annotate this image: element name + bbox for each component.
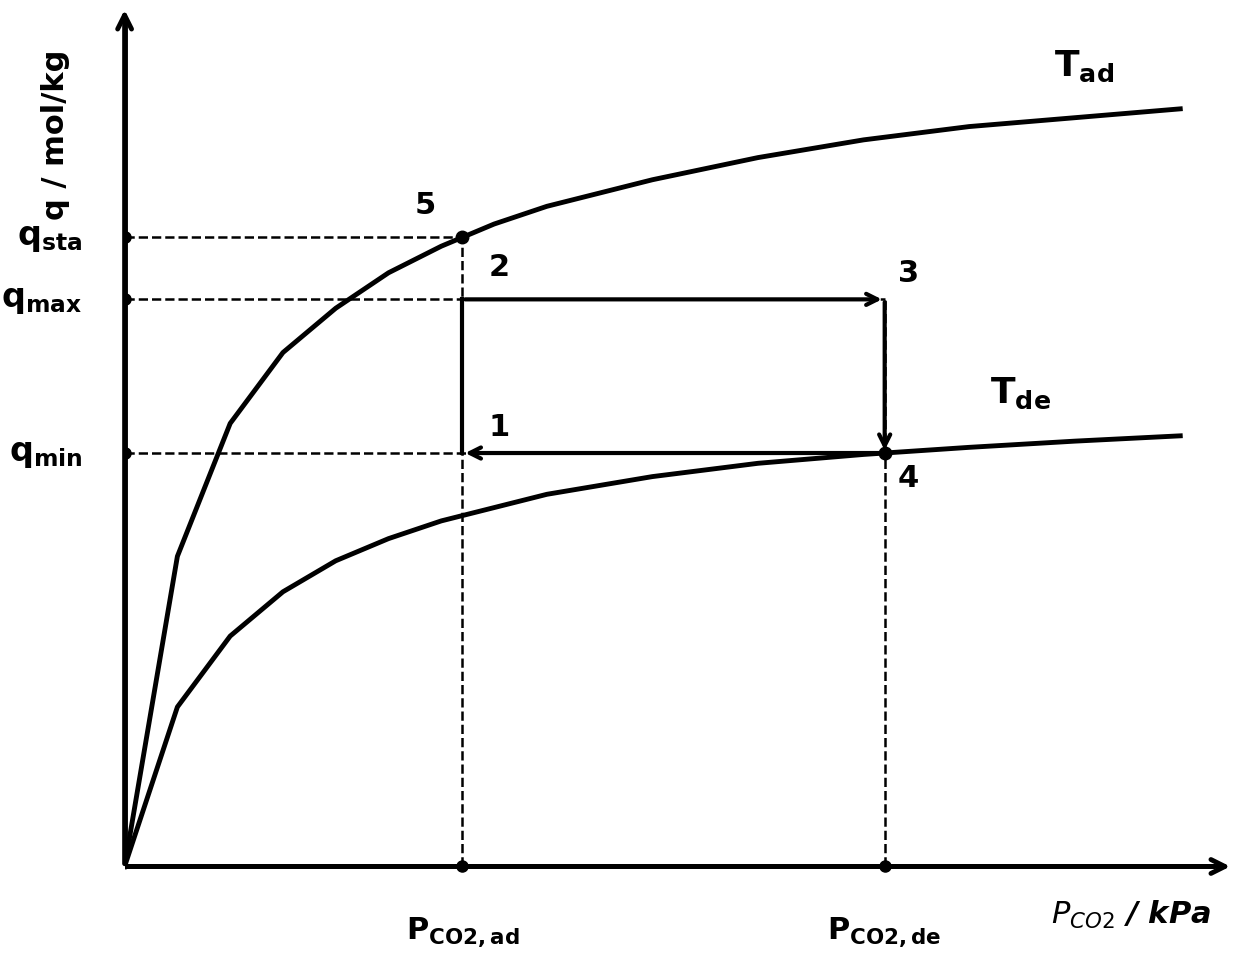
Text: 4: 4 bbox=[898, 464, 919, 493]
Text: $\mathbf{q_{max}}$: $\mathbf{q_{max}}$ bbox=[1, 283, 82, 316]
Text: $\mathbf{q_{sta}}$: $\mathbf{q_{sta}}$ bbox=[17, 221, 82, 254]
Text: q / mol/kg: q / mol/kg bbox=[41, 50, 71, 220]
Text: 2: 2 bbox=[489, 253, 510, 282]
Text: $\mathbf{q_{min}}$: $\mathbf{q_{min}}$ bbox=[9, 436, 82, 470]
Text: $\mathbf{T_{de}}$: $\mathbf{T_{de}}$ bbox=[991, 376, 1052, 410]
Text: 1: 1 bbox=[489, 413, 510, 442]
Text: $\mathbf{T_{ad}}$: $\mathbf{T_{ad}}$ bbox=[1054, 49, 1114, 84]
Text: 3: 3 bbox=[898, 259, 919, 288]
Text: 5: 5 bbox=[414, 190, 436, 220]
Text: $\mathbf{P_{CO2,ad}}$: $\mathbf{P_{CO2,ad}}$ bbox=[405, 915, 520, 949]
Text: $P_{CO2}$ / kPa: $P_{CO2}$ / kPa bbox=[1050, 899, 1211, 931]
Text: $\mathbf{P_{CO2,de}}$: $\mathbf{P_{CO2,de}}$ bbox=[827, 915, 942, 949]
